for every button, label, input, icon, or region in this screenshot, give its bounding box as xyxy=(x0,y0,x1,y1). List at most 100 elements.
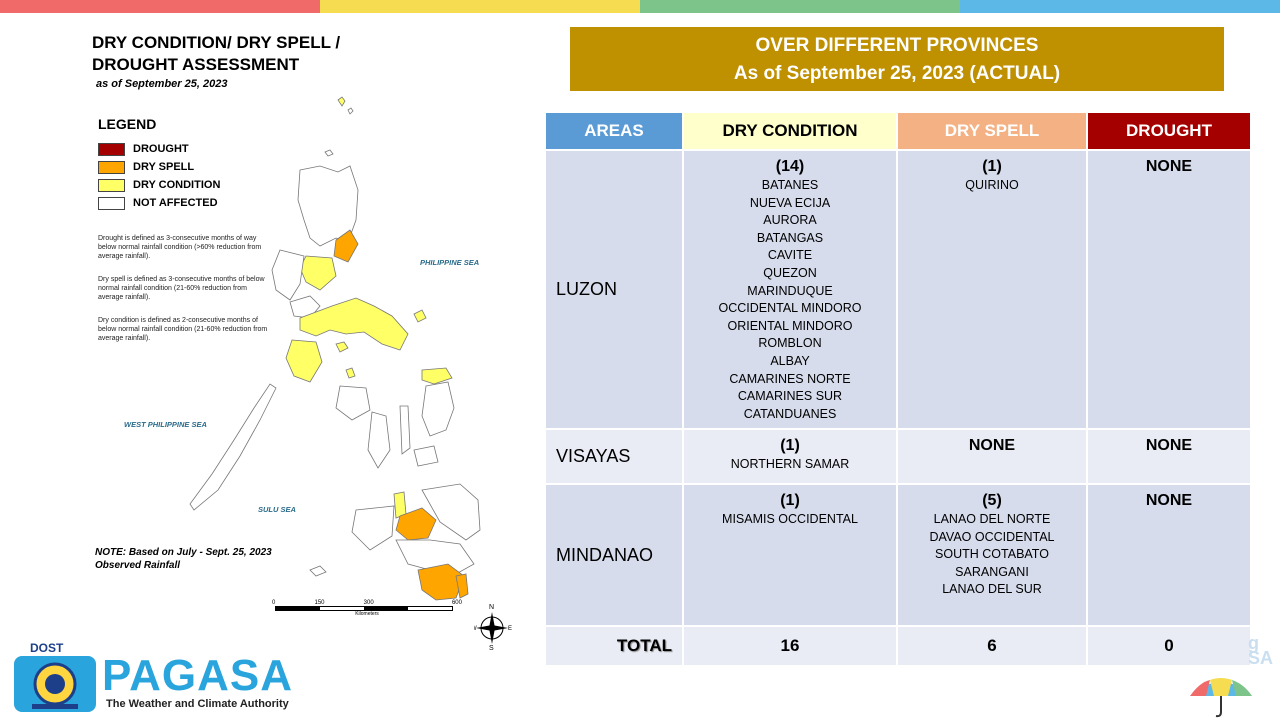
legend-item-dry-spell: DRY SPELL xyxy=(98,158,220,176)
count: (14) xyxy=(775,158,805,175)
region-catanduanes xyxy=(413,309,427,323)
region-negros xyxy=(367,411,391,469)
legend-label: NOT AFFECTED xyxy=(133,197,218,209)
stripe-green xyxy=(640,0,960,13)
province: CAVITE xyxy=(767,248,813,263)
region-marinduque xyxy=(335,341,349,353)
definition-drought: Drought is defined as 3-consecutive mont… xyxy=(98,235,262,260)
assessment-table: AREAS DRY CONDITION DRY SPELL DROUGHT LU… xyxy=(546,113,1250,665)
table-row-total: TOTAL 16 6 0 xyxy=(546,627,1250,665)
col-header-dry-spell: DRY SPELL xyxy=(898,113,1088,151)
col-header-drought: DROUGHT xyxy=(1088,113,1250,151)
region-sulu xyxy=(309,565,327,577)
legend: DROUGHT DRY SPELL DRY CONDITION NOT AFFE… xyxy=(98,140,220,212)
compass-e: E xyxy=(508,626,512,632)
total-dry-spell: 6 xyxy=(898,627,1088,665)
legend-label: DROUGHT xyxy=(133,143,189,155)
province: DAVAO OCCIDENTAL xyxy=(929,529,1055,544)
region-davao-occidental xyxy=(455,573,469,599)
province: CAMARINES NORTE xyxy=(729,371,851,386)
province: MISAMIS OCCIDENTAL xyxy=(722,512,858,526)
none-value: NONE xyxy=(1145,492,1193,509)
region-cebu xyxy=(399,405,411,455)
umbrella-icon xyxy=(1190,678,1252,718)
province: SARANGANI xyxy=(955,564,1029,579)
region-mindoro xyxy=(285,339,323,383)
table-row-mindanao: MINDANAO (1) MISAMIS OCCIDENTAL (5) LANA… xyxy=(546,485,1250,627)
legend-swatch-dry-spell xyxy=(98,160,125,174)
region-northern-samar xyxy=(421,367,453,385)
legend-item-dry-condition: DRY CONDITION xyxy=(98,176,220,194)
region-mindanao-north xyxy=(421,483,481,541)
province: MARINDUQUE xyxy=(747,283,833,298)
map-title: DRY CONDITION/ DRY SPELL / DROUGHT ASSES… xyxy=(92,32,392,76)
region-central-luzon xyxy=(271,249,305,301)
map-title-line1: DRY CONDITION/ DRY SPELL / xyxy=(92,33,341,52)
table-header-banner: OVER DIFFERENT PROVINCES As of September… xyxy=(570,27,1224,91)
scale-bar-graphic xyxy=(275,606,453,611)
region-nueva-ecija-aurora xyxy=(299,255,337,291)
visayas-dry-condition: (1) NORTHERN SAMAR xyxy=(684,430,898,485)
total-dry-condition: 16 xyxy=(684,627,898,665)
legend-label: DRY SPELL xyxy=(133,161,195,173)
legend-title: LEGEND xyxy=(98,116,157,132)
table-header-row: AREAS DRY CONDITION DRY SPELL DROUGHT xyxy=(546,113,1250,151)
note-line1: NOTE: Based on July - Sept. 25, 2023 xyxy=(95,547,272,558)
definitions: Drought is defined as 3-consecutive mont… xyxy=(98,234,270,357)
none-value: NONE xyxy=(1145,158,1193,175)
table-row-luzon: LUZON (14) BATANES NUEVA ECIJA AURORA BA… xyxy=(546,151,1250,430)
definition-dry-spell: Dry spell is defined as 3-consecutive mo… xyxy=(98,276,265,301)
region-bohol xyxy=(413,445,439,467)
province: OCCIDENTAL MINDORO xyxy=(718,301,862,316)
islet xyxy=(324,149,334,157)
none-value: NONE xyxy=(1145,437,1193,454)
top-color-stripe xyxy=(0,0,1280,13)
scale-tick: 0 xyxy=(272,600,276,606)
dost-label: DOST xyxy=(30,641,64,655)
compass-rose-icon: N S E W xyxy=(474,604,512,650)
province: ALBAY xyxy=(770,353,810,368)
luzon-dry-spell: (1) QUIRINO xyxy=(898,151,1088,430)
scale-unit: Kilometers xyxy=(355,611,379,617)
province: LANAO DEL NORTE xyxy=(933,512,1051,526)
area-mindanao: MINDANAO xyxy=(546,485,684,627)
legend-label: DRY CONDITION xyxy=(133,179,221,191)
col-header-areas: AREAS xyxy=(546,113,684,151)
province: SOUTH COTABATO xyxy=(935,547,1049,562)
province: BATANGAS xyxy=(756,230,824,245)
count: (1) xyxy=(780,492,800,509)
region-quirino xyxy=(333,229,359,263)
legend-item-not-affected: NOT AFFECTED xyxy=(98,194,220,212)
region-southern-luzon xyxy=(299,297,409,351)
region-south-cotabato-sarangani xyxy=(417,563,465,601)
area-luzon: LUZON xyxy=(546,151,684,430)
mindanao-dry-spell: (5) LANAO DEL NORTE DAVAO OCCIDENTAL SOU… xyxy=(898,485,1088,627)
pagasa-emblem-icon xyxy=(14,656,96,712)
province: LANAO DEL SUR xyxy=(942,582,1042,597)
region-mindanao-central xyxy=(395,539,475,575)
map-scale-bar: 0 150 300 600 Kilometers xyxy=(272,600,462,617)
province: NORTHERN SAMAR xyxy=(730,457,850,471)
count: (1) xyxy=(780,437,800,454)
mindanao-drought: NONE xyxy=(1088,485,1250,627)
compass-s: S xyxy=(489,645,494,650)
province: ORIENTAL MINDORO xyxy=(727,318,853,333)
region-panay xyxy=(335,385,371,421)
banner-line2: As of September 25, 2023 (ACTUAL) xyxy=(733,63,1061,84)
region-zamboanga xyxy=(351,505,395,551)
scale-tick: 600 xyxy=(451,600,462,606)
total-label: TOTAL xyxy=(546,627,684,665)
stripe-red xyxy=(0,0,320,13)
province: QUEZON xyxy=(763,265,817,280)
region-palawan xyxy=(189,383,277,511)
map-title-line2: DROUGHT ASSESSMENT xyxy=(92,55,300,74)
visayas-drought: NONE xyxy=(1088,430,1250,485)
faint-logo-fragment: g SA xyxy=(1248,633,1274,668)
definition-dry-condition: Dry condition is defined as 2-consecutiv… xyxy=(98,317,268,342)
scale-ticks: 0 150 300 600 xyxy=(272,600,462,606)
count: (5) xyxy=(982,492,1002,509)
province: AURORA xyxy=(763,213,817,228)
legend-swatch-drought xyxy=(98,142,125,156)
compass-w: W xyxy=(474,626,477,632)
province: CAMARINES SUR xyxy=(737,389,843,404)
